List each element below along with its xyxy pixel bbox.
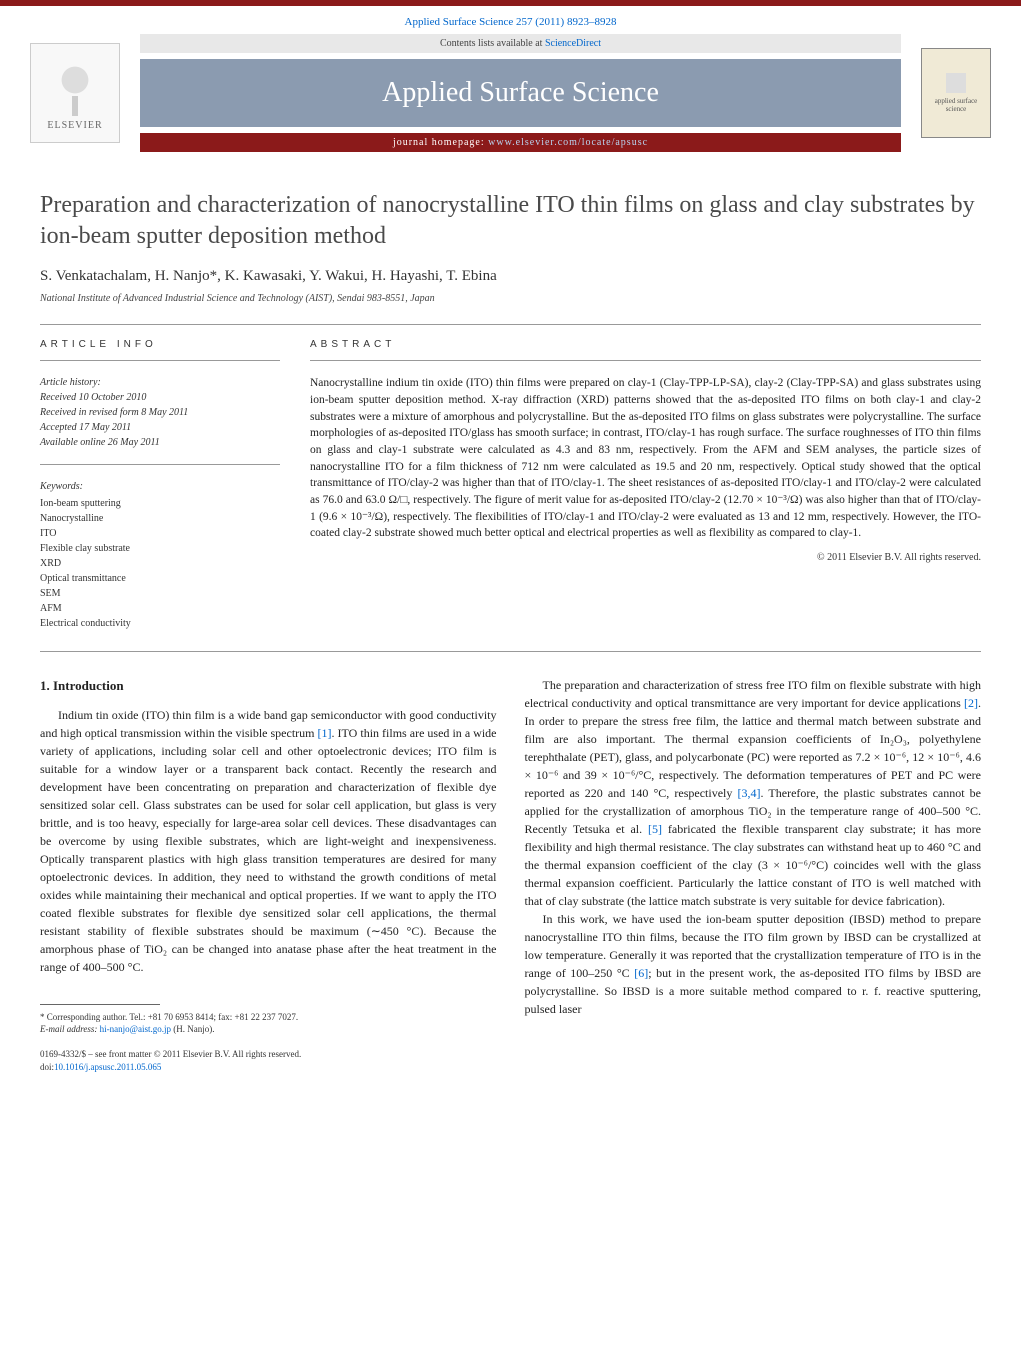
keyword-item: Optical transmittance — [40, 573, 126, 584]
abstract-text: Nanocrystalline indium tin oxide (ITO) t… — [310, 375, 981, 542]
history-revised: Received in revised form 8 May 2011 — [40, 407, 188, 418]
keyword-item: Flexible clay substrate — [40, 543, 130, 554]
elsevier-logo: ELSEVIER — [30, 43, 120, 143]
intro-paragraph-3: In this work, we have used the ion-beam … — [525, 910, 982, 1018]
article-body: Preparation and characterization of nano… — [0, 160, 1021, 1093]
homepage-prefix: journal homepage: — [393, 137, 488, 148]
email-suffix: (H. Nanjo). — [171, 1024, 215, 1034]
email-link[interactable]: hi-nanjo@aist.go.jp — [100, 1024, 171, 1034]
article-info-label: article info — [40, 339, 280, 350]
body-column-right: The preparation and characterization of … — [525, 676, 982, 1073]
journal-header-row: ELSEVIER Contents lists available at Sci… — [0, 34, 1021, 152]
copyright-line: © 2011 Elsevier B.V. All rights reserved… — [310, 552, 981, 563]
abstract-label: abstract — [310, 339, 981, 350]
intro-text: The preparation and characterization of … — [525, 678, 982, 710]
intro-paragraph-1: Indium tin oxide (ITO) thin film is a wi… — [40, 706, 497, 976]
history-received: Received 10 October 2010 — [40, 392, 146, 403]
doi-link[interactable]: 10.1016/j.apsusc.2011.05.065 — [54, 1062, 161, 1072]
issn-line: 0169-4332/$ – see front matter © 2011 El… — [40, 1048, 497, 1061]
intro-paragraph-2: The preparation and characterization of … — [525, 676, 982, 910]
citation-ref[interactable]: [6] — [634, 966, 648, 980]
doi-label: doi: — [40, 1062, 54, 1072]
keywords-label: Keywords: — [40, 479, 280, 494]
citation-ref[interactable]: [3,4] — [738, 786, 761, 800]
corresponding-author: * Corresponding author. Tel.: +81 70 695… — [40, 1011, 497, 1024]
keyword-item: Nanocrystalline — [40, 513, 103, 524]
article-info-column: article info Article history: Received 1… — [40, 339, 280, 631]
intro-text: . ITO thin films are used in a wide vari… — [40, 726, 497, 974]
article-title: Preparation and characterization of nano… — [40, 190, 981, 252]
abstract-column: abstract Nanocrystalline indium tin oxid… — [310, 339, 981, 631]
doi-line: doi:10.1016/j.apsusc.2011.05.065 — [40, 1061, 497, 1074]
footer-divider — [40, 1004, 160, 1005]
citation-ref[interactable]: [1] — [318, 726, 332, 740]
info-abstract-row: article info Article history: Received 1… — [40, 339, 981, 631]
affiliation: National Institute of Advanced Industria… — [40, 293, 981, 304]
info-divider — [40, 360, 280, 361]
body-two-columns: 1. Introduction Indium tin oxide (ITO) t… — [40, 676, 981, 1073]
keyword-item: Ion-beam sputtering — [40, 498, 121, 509]
homepage-line: journal homepage: www.elsevier.com/locat… — [140, 133, 901, 152]
keyword-item: Electrical conductivity — [40, 618, 131, 629]
keyword-item: SEM — [40, 588, 61, 599]
cover-text: applied surface science — [926, 97, 986, 113]
citation-ref[interactable]: [2] — [964, 696, 978, 710]
author-list: S. Venkatachalam, H. Nanjo*, K. Kawasaki… — [40, 268, 981, 285]
keyword-item: XRD — [40, 558, 61, 569]
journal-title: Applied Surface Science — [140, 59, 901, 127]
journal-center-block: Contents lists available at ScienceDirec… — [120, 34, 921, 152]
abstract-divider — [310, 360, 981, 361]
sciencedirect-link[interactable]: ScienceDirect — [545, 38, 601, 49]
divider-top — [40, 324, 981, 325]
article-history: Article history: Received 10 October 201… — [40, 375, 280, 450]
email-line: E-mail address: hi-nanjo@aist.go.jp (H. … — [40, 1023, 497, 1036]
intro-text: . In order to prepare the stress free fi… — [525, 696, 982, 800]
publisher-name: ELSEVIER — [47, 120, 102, 131]
keyword-item: AFM — [40, 603, 62, 614]
contents-available-line: Contents lists available at ScienceDirec… — [140, 34, 901, 53]
cover-mini-icon — [946, 73, 966, 93]
contents-text: Contents lists available at — [440, 38, 545, 49]
history-label: Article history: — [40, 377, 101, 388]
citation-ref[interactable]: [5] — [648, 822, 662, 836]
history-accepted: Accepted 17 May 2011 — [40, 422, 131, 433]
homepage-link[interactable]: www.elsevier.com/locate/apsusc — [488, 137, 648, 148]
keywords-divider — [40, 464, 280, 465]
keyword-item: ITO — [40, 528, 56, 539]
keywords-block: Keywords: Ion-beam sputtering Nanocrysta… — [40, 479, 280, 631]
elsevier-tree-icon — [50, 56, 100, 116]
history-online: Available online 26 May 2011 — [40, 437, 160, 448]
divider-bottom — [40, 651, 981, 652]
body-column-left: 1. Introduction Indium tin oxide (ITO) t… — [40, 676, 497, 1073]
introduction-heading: 1. Introduction — [40, 676, 497, 696]
footer-block: * Corresponding author. Tel.: +81 70 695… — [40, 1004, 497, 1073]
email-label: E-mail address: — [40, 1024, 100, 1034]
journal-reference: Applied Surface Science 257 (2011) 8923–… — [0, 6, 1021, 34]
journal-cover-thumbnail: applied surface science — [921, 48, 991, 138]
